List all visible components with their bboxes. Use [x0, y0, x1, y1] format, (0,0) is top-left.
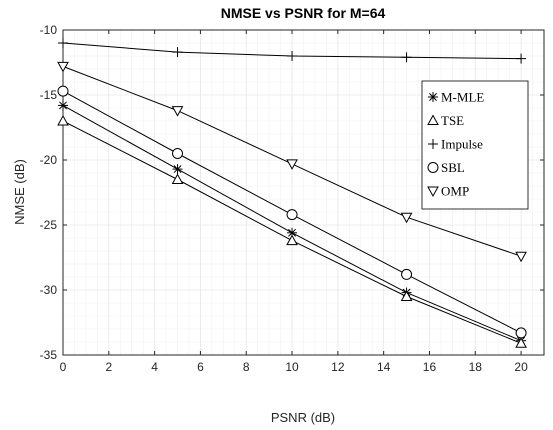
- legend-marker-impulse: [428, 139, 438, 149]
- plot-area: [62, 29, 545, 356]
- y-tick-label: -25: [40, 218, 58, 232]
- data-point-omp: [400, 212, 413, 224]
- data-point-sbl: [172, 148, 184, 159]
- y-tick-label: -30: [40, 283, 58, 297]
- y-tick-label: -15: [40, 88, 58, 102]
- x-tick-label: 0: [60, 360, 67, 374]
- y-tick-label: -10: [40, 23, 58, 37]
- data-point-omp: [171, 106, 184, 117]
- data-point-omp: [57, 61, 69, 73]
- y-tick-label: -20: [40, 153, 58, 167]
- legend-label-m-mle: M-MLE: [441, 90, 484, 105]
- legend-label-sbl: SBL: [441, 160, 465, 175]
- x-tick-label: 20: [514, 360, 528, 374]
- data-point-m-mle: [287, 227, 298, 238]
- data-point-impulse: [58, 38, 68, 48]
- data-point-m-mle: [58, 100, 68, 111]
- legend-label-omp: OMP: [441, 184, 469, 199]
- legend-marker-tse: [427, 114, 439, 125]
- legend-label-tse: TSE: [441, 113, 464, 128]
- chart-title: NMSE vs PSNR for M=64: [221, 5, 386, 21]
- x-axis-label: PSNR (dB): [271, 410, 335, 425]
- legend-marker-omp: [427, 186, 439, 198]
- data-point-tse: [171, 173, 184, 184]
- x-tick-label: 12: [331, 360, 345, 374]
- data-point-sbl: [57, 85, 69, 97]
- x-tick-label: 16: [423, 360, 437, 374]
- axis-ticks: 0 2 4 6 8 10 12 14 16 18 20 -10 -15 -20 -25 -30 -35: [40, 23, 544, 374]
- data-point-sbl: [515, 327, 527, 339]
- x-tick-label: 8: [243, 360, 250, 374]
- legend-marker-m-mle: [428, 92, 438, 102]
- data-point-omp: [515, 251, 527, 263]
- series-group: [57, 38, 527, 348]
- data-point-impulse: [287, 51, 298, 61]
- data-point-omp: [286, 159, 298, 170]
- legend-box: [421, 80, 529, 210]
- data-point-tse: [57, 114, 69, 126]
- x-tick-label: 4: [151, 360, 158, 374]
- data-point-tse: [286, 234, 298, 246]
- data-point-tse: [400, 290, 413, 301]
- y-axis-label: NMSE (dB): [12, 159, 27, 225]
- data-point-impulse: [516, 53, 527, 64]
- legend: M-MLE TSE Impulse SBL OMP: [421, 80, 529, 210]
- y-tick-label: -35: [40, 348, 58, 362]
- data-point-m-mle: [172, 164, 183, 175]
- x-tick-label: 14: [377, 360, 391, 374]
- data-point-tse: [515, 337, 527, 348]
- data-point-impulse: [401, 52, 412, 63]
- x-tick-label: 18: [469, 360, 483, 374]
- data-point-sbl: [286, 209, 298, 221]
- legend-marker-sbl: [427, 162, 439, 173]
- data-point-sbl: [401, 268, 413, 280]
- legend-label-impulse: Impulse: [441, 137, 483, 152]
- data-point-impulse: [172, 47, 183, 58]
- x-tick-label: 6: [197, 360, 204, 374]
- x-tick-label: 2: [105, 360, 112, 374]
- x-tick-label: 10: [285, 360, 299, 374]
